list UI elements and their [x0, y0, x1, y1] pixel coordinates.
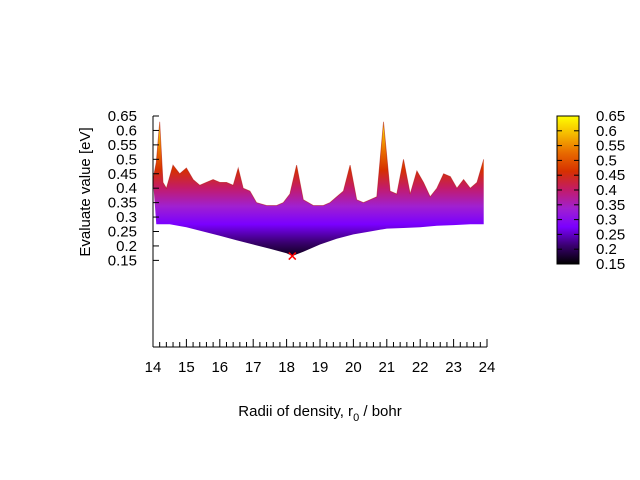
x-axis-title: Radii of density, r0 / bohr — [238, 403, 401, 424]
y-tick-label: 0.35 — [108, 195, 137, 212]
x-axis-title-tail: / bohr — [359, 403, 402, 420]
colorbar-ticks: 0.150.20.250.30.350.40.450.50.550.60.65 — [557, 108, 625, 273]
colorbar-tick-label: 0.55 — [596, 138, 625, 155]
x-tick-label: 14 — [145, 359, 162, 376]
y-tick-label: 0.2 — [116, 238, 137, 255]
x-axis: 14 15 16 17 18 19 20 21 22 23 24 — [145, 339, 496, 376]
surface-top-edge — [152, 121, 485, 206]
x-tick-label: 21 — [378, 359, 395, 376]
colorbar-tick-label: 0.35 — [596, 197, 625, 214]
y-axis: 0.150.20.250.30.350.40.450.50.550.60.65 — [108, 108, 159, 347]
colorbar-tick-label: 0.4 — [596, 182, 617, 199]
x-tick-label: 17 — [245, 359, 262, 376]
colorbar: 0.150.20.250.30.350.40.450.50.550.60.65 — [556, 108, 625, 273]
x-tick-label: 16 — [211, 359, 228, 376]
colorbar-tick-label: 0.15 — [596, 256, 625, 273]
colorbar-tick-label: 0.25 — [596, 226, 625, 243]
y-tick-label: 0.45 — [108, 166, 137, 183]
x-tick-label: 15 — [178, 359, 195, 376]
colorbar-tick-label: 0.6 — [596, 123, 617, 140]
x-tick-label: 24 — [479, 359, 496, 376]
y-tick-label: 0.25 — [108, 224, 137, 241]
minimum-marker-stroke-2 — [288, 252, 297, 261]
y-tick-label: 0.65 — [108, 108, 137, 125]
colorbar-tick-label: 0.2 — [596, 241, 617, 258]
colorbar-tick-label: 0.65 — [596, 108, 625, 125]
y-tick-label: 0.5 — [116, 151, 137, 168]
x-tick-label: 23 — [445, 359, 462, 376]
minimum-marker — [288, 252, 297, 261]
y-tick-label: 0.4 — [116, 180, 137, 197]
x-tick-label: 20 — [345, 359, 362, 376]
y-tick-label: 0.15 — [108, 252, 137, 269]
colorbar-tick-label: 0.3 — [596, 212, 617, 229]
x-tick-label: 18 — [278, 359, 295, 376]
y-tick-label: 0.6 — [116, 122, 137, 139]
x-axis-title-sub: 0 — [353, 412, 359, 424]
colorbar-tick-label: 0.5 — [596, 152, 617, 169]
surface-fill — [153, 121, 484, 256]
colorbar-tick-label: 0.45 — [596, 167, 625, 184]
x-axis-title-main: Radii of density, r — [238, 403, 353, 420]
x-tick-label: 19 — [312, 359, 329, 376]
y-tick-label: 0.3 — [116, 209, 137, 226]
y-axis-title: Evaluate value [eV] — [77, 127, 94, 256]
x-tick-label: 22 — [412, 359, 429, 376]
plot-area — [152, 121, 485, 261]
y-tick-label: 0.55 — [108, 137, 137, 154]
